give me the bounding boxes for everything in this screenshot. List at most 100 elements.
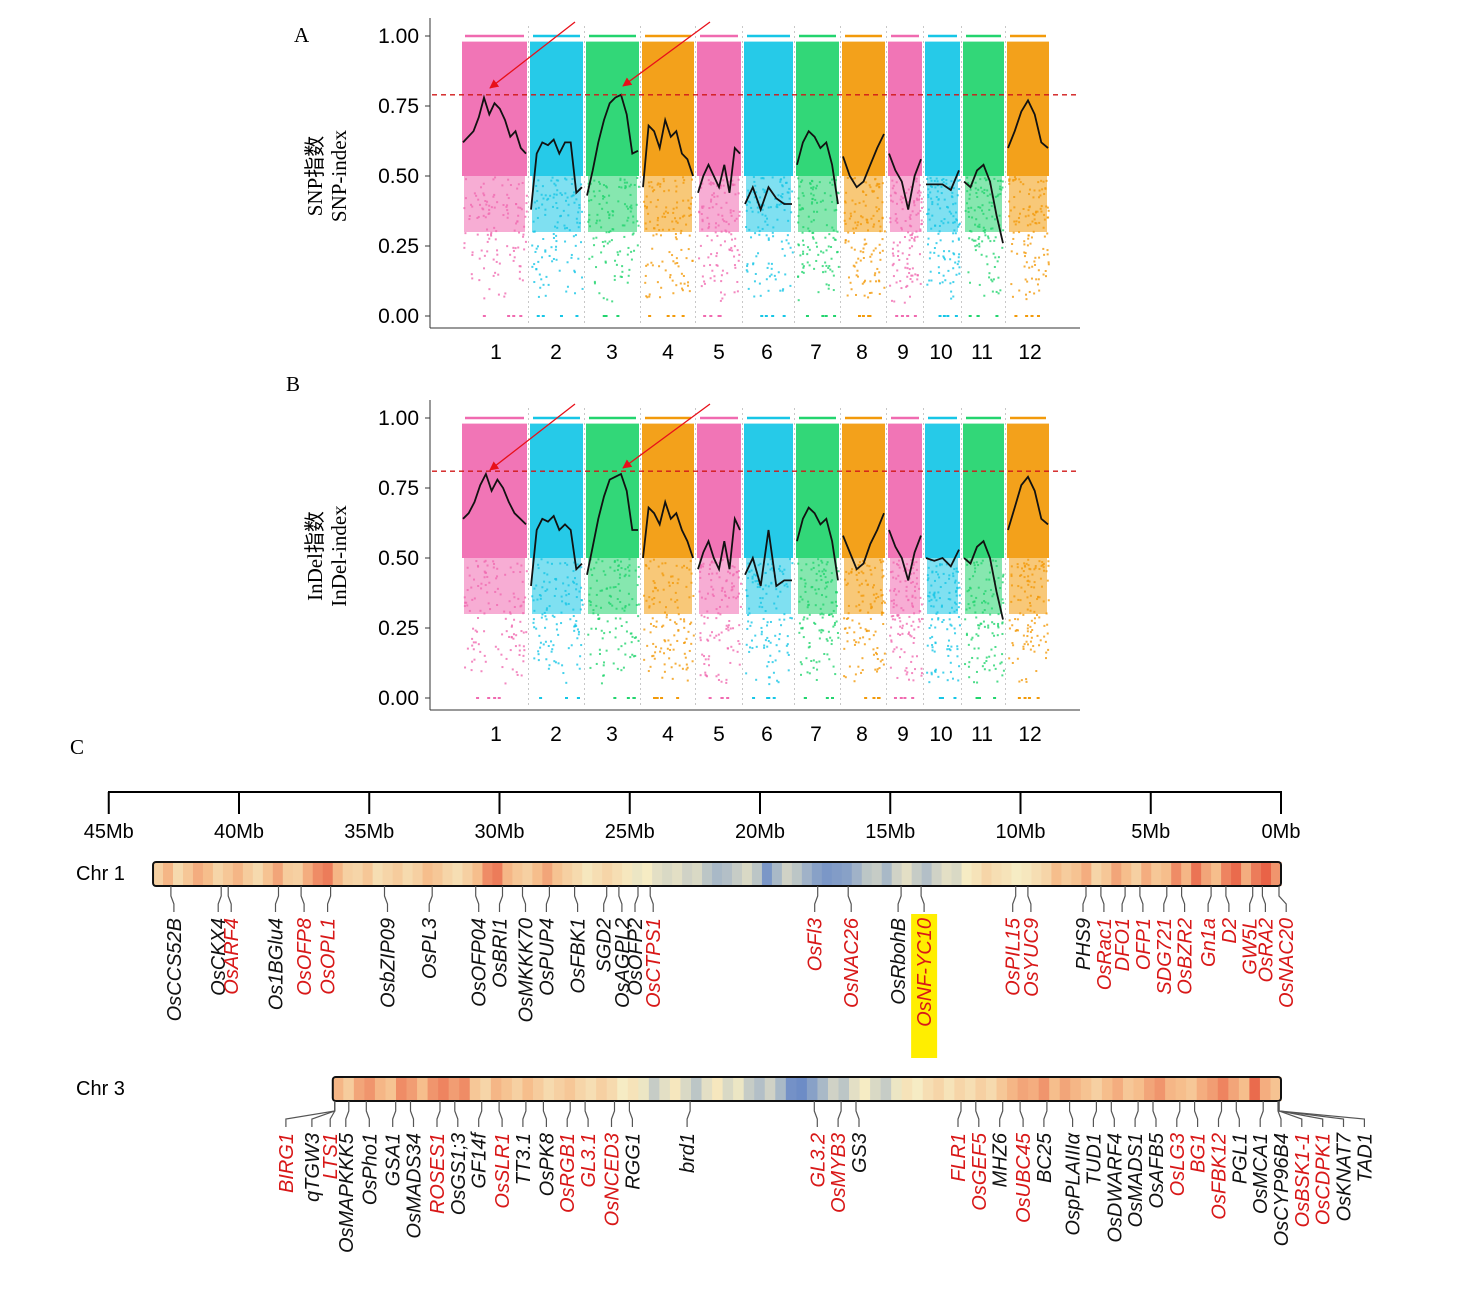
snp-snp-point: [997, 193, 1000, 196]
indel-snp-point: [1000, 661, 1003, 664]
snp-snp-point: [688, 207, 691, 210]
snp-snp-point: [1015, 220, 1018, 223]
indel-snp-point: [738, 642, 741, 645]
indel-snp-point: [511, 668, 514, 671]
indel-snp-point: [483, 630, 486, 633]
indel-snp-point: [786, 643, 789, 646]
snp-snp-point: [956, 263, 959, 266]
indel-zero-point: [497, 697, 501, 699]
indel-snp-point: [955, 608, 958, 611]
snp-snp-point: [660, 286, 663, 289]
indel-snp-point: [911, 604, 914, 607]
indel-snp-point: [569, 618, 572, 621]
indel-snp-point: [1032, 645, 1035, 648]
indel-snp-point: [1043, 624, 1046, 627]
snp-snp-point: [496, 253, 499, 256]
snp-snp-point: [777, 271, 780, 274]
snp-snp-point: [758, 233, 761, 236]
indel-snp-point: [708, 567, 711, 570]
gene-connector: [975, 1101, 980, 1127]
indel-snp-point: [624, 606, 627, 609]
heat-cell: [312, 862, 324, 886]
snp-snp-point: [761, 176, 764, 179]
indel-snp-point: [1023, 590, 1026, 593]
snp-snp-point: [891, 200, 894, 203]
indel-snp-point: [798, 622, 801, 625]
snp-snp-point: [1046, 253, 1049, 256]
snp-snp-point: [866, 221, 869, 224]
snp-snp-point: [1028, 188, 1031, 191]
snp-snp-point: [521, 181, 524, 184]
indel-snp-point: [590, 568, 593, 571]
snp-snp-point: [515, 222, 518, 225]
indel-zero-point: [613, 697, 617, 699]
heat-cell: [943, 1077, 955, 1101]
indel-snp-point: [501, 666, 504, 669]
indel-snp-point: [912, 572, 915, 575]
snp-snp-point: [533, 263, 536, 266]
snp-snp-point: [872, 225, 875, 228]
snp-snp-point: [904, 266, 907, 269]
snp-snp-point: [703, 282, 706, 285]
snp-snp-point: [971, 238, 974, 241]
indel-snp-point: [968, 578, 971, 581]
indel-snp-point: [879, 660, 882, 663]
indel-snp-point: [855, 573, 858, 576]
heat-cell: [1131, 862, 1142, 886]
heat-cell: [1231, 862, 1242, 886]
snp-chr-6-core-band: [744, 41, 793, 176]
snp-snp-point: [831, 270, 834, 273]
snp-snp-point: [732, 210, 735, 213]
snp-chr-1-core-band: [462, 41, 527, 176]
snp-chr-4-index-line: [642, 116, 694, 188]
indel-snp-point: [914, 668, 917, 671]
indel-snp-point: [676, 639, 679, 642]
gene-label: OsRac1: [1094, 918, 1116, 990]
heat-cell: [1001, 862, 1013, 886]
heat-cell: [638, 1077, 650, 1101]
snp-snp-point: [1033, 214, 1036, 217]
indel-snp-point: [815, 678, 818, 681]
indel-snp-point: [651, 655, 654, 658]
indel-snp-point: [996, 680, 999, 683]
indel-xtick-label: 8: [856, 723, 868, 746]
indel-snp-point: [489, 608, 492, 611]
snp-snp-point: [913, 200, 916, 203]
heat-cell: [482, 862, 494, 886]
indel-snp-point: [846, 582, 849, 585]
snp-snp-point: [556, 189, 559, 192]
indel-snp-point: [1027, 643, 1030, 646]
snp-snp-point: [955, 211, 958, 214]
indel-snp-point: [977, 647, 980, 650]
snp-snp-point: [675, 190, 678, 193]
indel-snp-point: [804, 585, 807, 588]
snp-snp-point: [604, 260, 607, 263]
snp-snp-point: [919, 282, 922, 285]
snp-snp-point: [930, 179, 933, 182]
snp-snp-point: [834, 238, 837, 241]
gene-connector: [227, 886, 232, 912]
snp-snp-point: [929, 177, 932, 180]
indel-snp-point: [1017, 585, 1020, 588]
snp-snp-point: [898, 258, 901, 261]
indel-zero-point: [1027, 697, 1031, 699]
indel-snp-point: [890, 639, 893, 642]
indel-snp-point: [621, 607, 624, 610]
indel-snp-point: [690, 581, 693, 584]
indel-snp-point: [762, 617, 765, 620]
heat-cell: [1261, 862, 1272, 886]
snp-snp-point: [937, 266, 940, 269]
indel-snp-point: [970, 638, 973, 641]
snp-snp-point: [661, 228, 664, 231]
indel-snp-point: [883, 652, 886, 655]
indel-snp-point: [941, 620, 944, 623]
indel-snp-point: [775, 588, 778, 591]
snp-snp-point: [589, 225, 592, 228]
snp-zero-point: [1036, 315, 1040, 317]
snp-snp-point: [646, 205, 649, 208]
snp-snp-point: [824, 261, 827, 264]
indel-snp-point: [1008, 619, 1011, 622]
snp-snp-point: [556, 221, 559, 224]
indel-snp-point: [479, 650, 482, 653]
indel-snp-point: [659, 650, 662, 653]
